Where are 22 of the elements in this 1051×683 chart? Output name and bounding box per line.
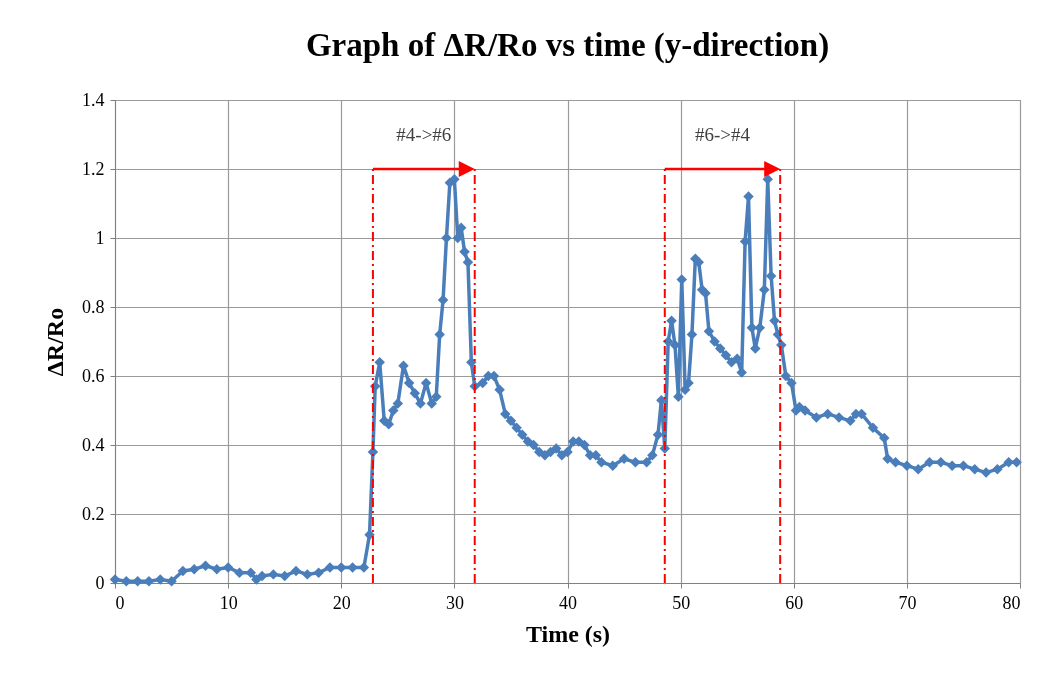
y-tick-label: 0.2 [82, 503, 105, 524]
y-tick-label: 0.6 [82, 365, 105, 386]
x-tick-label: 40 [559, 592, 577, 613]
x-tick-label: 20 [332, 592, 351, 613]
x-tick-label: 50 [672, 592, 691, 613]
y-tick-label: 0.4 [82, 434, 105, 455]
y-axis-title: ΔR/Ro [42, 307, 68, 377]
x-tick-label: 70 [898, 592, 917, 613]
x-tick-label: 80 [1002, 592, 1021, 613]
y-tick-label: 0.8 [82, 296, 105, 317]
x-axis-title: Time (s) [525, 620, 611, 647]
x-tick-label: 30 [445, 592, 464, 613]
x-tick-label: 10 [219, 592, 238, 613]
y-tick-label: 1 [95, 227, 105, 248]
chart-title: Graph of ΔR/Ro vs time (y-direction) [305, 27, 830, 64]
y-tick-label: 0 [95, 572, 105, 593]
y-tick-label: 1.2 [82, 158, 105, 179]
annotation: #4->#6 [396, 124, 452, 145]
x-tick-label: 0 [115, 592, 125, 613]
x-tick-label: 60 [785, 592, 804, 613]
annotation: #6->#4 [694, 124, 751, 145]
y-tick-label: 1.4 [82, 89, 105, 110]
